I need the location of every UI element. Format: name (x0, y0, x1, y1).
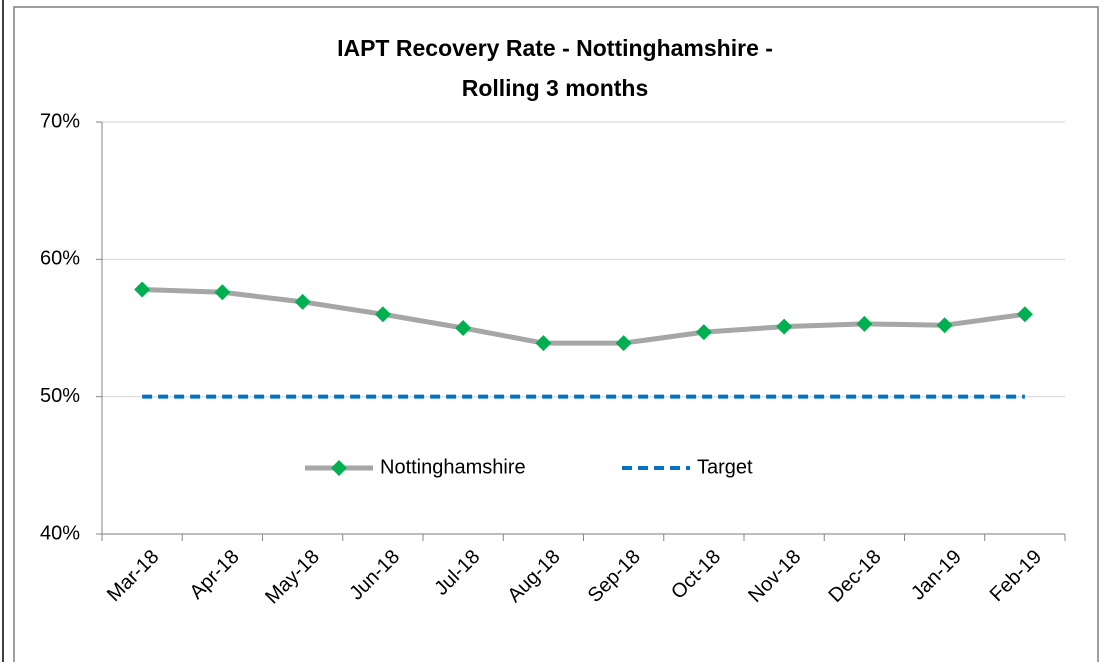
legend-marker (331, 460, 347, 476)
data-point (1016, 306, 1033, 323)
y-tick-label: 50% (40, 385, 80, 407)
data-point (134, 281, 151, 298)
y-tick-label: 40% (40, 522, 80, 544)
data-point (214, 284, 231, 301)
data-point (294, 293, 311, 310)
y-tick-label: 70% (40, 110, 80, 132)
data-point (695, 324, 712, 341)
data-point (936, 317, 953, 334)
series-line (142, 287, 1026, 346)
data-point (615, 335, 632, 352)
chart-title: IAPT Recovery Rate - Nottinghamshire - (337, 35, 773, 61)
data-point (455, 320, 472, 336)
data-point (776, 318, 793, 335)
chart-title: Rolling 3 months (462, 75, 649, 101)
legend-label: Nottinghamshire (380, 456, 526, 478)
data-point (856, 315, 873, 332)
legend-label: Target (697, 456, 753, 478)
data-point (535, 335, 552, 352)
y-tick-label: 60% (40, 248, 80, 270)
chart-frame (13, 6, 1099, 662)
data-point (374, 306, 391, 323)
